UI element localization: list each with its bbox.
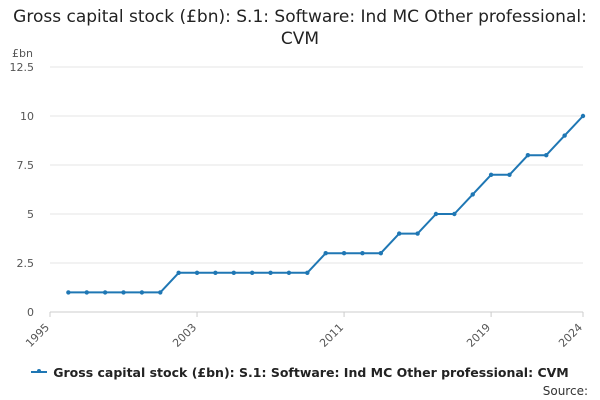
data-point [580, 113, 586, 119]
data-point [415, 231, 420, 236]
data-point [231, 270, 236, 275]
data-point [341, 251, 347, 256]
x-tick-label: 2003 [170, 321, 199, 350]
data-point [66, 290, 71, 295]
data-point [102, 290, 108, 295]
gridlines [50, 66, 583, 313]
plot-area [66, 113, 586, 295]
y-tick-label: 10 [20, 110, 34, 123]
data-point [452, 211, 457, 217]
data-point [305, 270, 310, 275]
data-point [213, 270, 218, 275]
y-tick-label: 0 [27, 306, 34, 319]
y-tick-label: 12.5 [10, 61, 35, 74]
data-point [286, 270, 292, 275]
x-axis: 1995 2003 2011 2019 2024 [23, 312, 585, 350]
legend-series-label: Gross capital stock (£bn): S.1: Software… [53, 365, 569, 380]
y-axis: 0 2.5 5 7.5 10 12.5 [10, 61, 35, 319]
series-line [68, 115, 584, 294]
legend: Gross capital stock (£bn): S.1: Software… [0, 365, 600, 380]
legend-line-icon [31, 368, 48, 373]
y-tick-label: 2.5 [17, 257, 35, 270]
data-point [158, 290, 163, 295]
data-point [562, 133, 567, 138]
source-label: Source: [542, 384, 588, 398]
data-point [397, 231, 402, 236]
y-tick-label: 7.5 [17, 159, 35, 172]
y-tick-label: 5 [27, 208, 34, 221]
x-tick-label: 2011 [317, 321, 346, 350]
data-point [176, 270, 181, 275]
data-point [360, 251, 365, 256]
data-point [470, 192, 475, 197]
x-tick-label: 2019 [464, 321, 493, 350]
data-point [323, 251, 328, 256]
data-point [507, 172, 512, 177]
data-point [121, 290, 126, 295]
data-point [544, 153, 549, 158]
x-tick-label: 2024 [556, 321, 585, 350]
data-point [525, 153, 531, 158]
data-point [249, 270, 255, 275]
data-point [84, 290, 89, 295]
data-point [139, 290, 145, 295]
data-point [378, 251, 384, 256]
data-point [194, 270, 200, 275]
chart-title: Gross capital stock (£bn): S.1: Software… [13, 7, 587, 49]
data-point [488, 172, 494, 177]
x-tick-label: 1995 [23, 321, 52, 350]
y-axis-unit-label: £bn [12, 47, 33, 60]
data-point [433, 211, 439, 217]
data-point [268, 270, 273, 275]
